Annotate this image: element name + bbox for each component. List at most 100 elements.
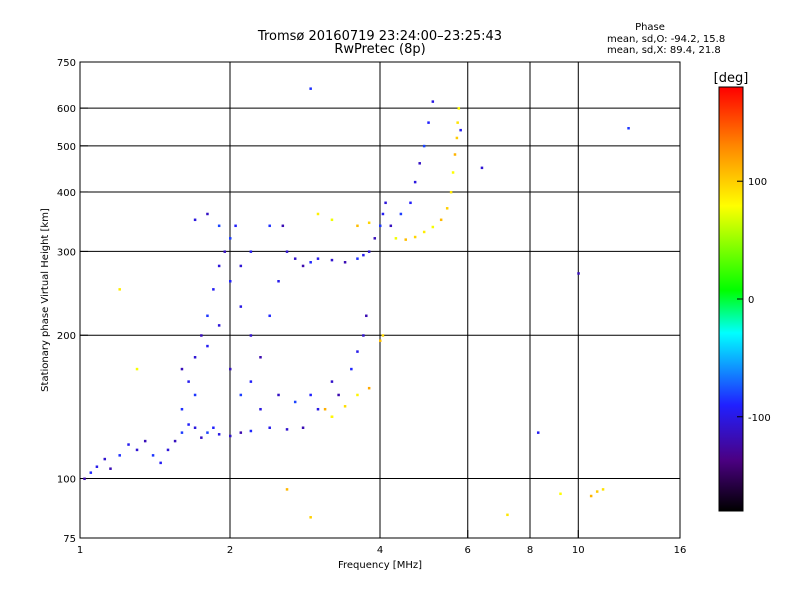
x-mode-point	[330, 218, 334, 222]
o-mode-point	[187, 380, 190, 383]
x-axis-label: Frequency [MHz]	[338, 560, 422, 571]
o-mode-point	[212, 288, 215, 291]
o-mode-point	[95, 465, 99, 468]
x-mode-point	[439, 218, 443, 222]
o-mode-point	[239, 305, 243, 308]
o-mode-point	[350, 367, 353, 371]
o-mode-point	[217, 224, 221, 228]
o-mode-point	[316, 407, 320, 411]
o-mode-point	[249, 380, 253, 383]
o-mode-point	[229, 367, 232, 371]
o-mode-point	[399, 212, 403, 216]
o-mode-point	[285, 250, 289, 253]
y-axis-label: Stationary phase Virtual Height [km]	[40, 208, 51, 392]
x-tick-label: 1	[77, 545, 83, 556]
o-mode-point	[229, 434, 232, 438]
o-mode-point	[459, 128, 462, 132]
x-mode-point	[118, 288, 121, 291]
o-mode-point	[249, 334, 253, 337]
chart-subtitle: RwPretec (8p)	[334, 42, 425, 57]
x-tick-label: 16	[674, 545, 687, 556]
o-mode-point	[234, 224, 237, 228]
o-mode-point	[127, 443, 130, 446]
phase-title: Phase	[635, 22, 665, 33]
o-mode-point	[362, 253, 365, 257]
o-mode-point	[431, 100, 435, 103]
x-mode-point	[309, 516, 312, 519]
x-mode-point	[457, 107, 461, 110]
x-mode-point	[381, 334, 385, 337]
o-mode-point	[223, 250, 227, 253]
o-mode-point	[259, 356, 262, 359]
o-mode-point	[268, 314, 271, 318]
o-mode-point	[217, 264, 221, 268]
x-mode-point	[316, 212, 320, 216]
o-mode-point	[281, 224, 285, 228]
o-mode-point	[249, 429, 253, 433]
x-mode-point	[323, 407, 327, 411]
colorbar-tick-label: 100	[748, 177, 767, 188]
o-mode-point	[118, 454, 121, 457]
o-mode-point	[206, 314, 209, 318]
x-tick-label: 4	[377, 545, 383, 556]
o-mode-point	[180, 431, 184, 434]
x-mode-point	[456, 121, 459, 124]
o-mode-point	[316, 257, 320, 260]
o-mode-point	[309, 87, 312, 90]
o-mode-point	[239, 264, 243, 268]
o-mode-point	[239, 393, 243, 397]
o-mode-point	[373, 237, 377, 240]
y-tick-label: 300	[57, 247, 76, 258]
x-mode-point	[453, 153, 457, 156]
o-mode-point	[301, 264, 305, 268]
o-mode-point	[193, 393, 197, 397]
o-mode-point	[173, 439, 177, 443]
o-mode-point	[109, 467, 112, 470]
o-mode-point	[330, 380, 334, 383]
o-mode-point	[166, 448, 170, 452]
o-mode-point	[627, 127, 630, 130]
o-mode-point	[422, 144, 426, 148]
x-mode-point	[343, 405, 347, 408]
o-mode-point	[151, 454, 155, 457]
o-mode-point	[249, 250, 253, 253]
plot-area: 1 2 4 6 8 10 16 75 100 200 300 400 500 600 750	[57, 58, 686, 556]
x-tick-label: 6	[465, 545, 471, 556]
colorbar-label: [deg]	[714, 71, 749, 86]
o-mode-point	[143, 439, 147, 443]
o-mode-point	[330, 258, 334, 262]
o-mode-point	[217, 433, 221, 436]
x-mode-point	[330, 415, 334, 418]
o-mode-point	[389, 224, 393, 228]
x-mode-point	[422, 230, 426, 234]
o-mode-point	[180, 367, 184, 371]
x-mode-point	[506, 513, 509, 517]
x-mode-point	[601, 488, 605, 491]
x-mode-point	[595, 490, 599, 493]
o-mode-point	[356, 350, 359, 353]
o-mode-point	[365, 314, 368, 318]
y-tick-label: 400	[57, 188, 76, 199]
o-mode-point	[217, 324, 221, 327]
x-mode-point	[379, 339, 382, 342]
o-mode-point	[239, 431, 243, 434]
o-mode-point	[293, 400, 297, 404]
o-mode-point	[259, 407, 262, 411]
phase-line-o: mean, sd,O: -94.2, 15.8	[607, 34, 725, 45]
o-mode-point	[409, 201, 412, 205]
phase-line-x: mean, sd,X: 89.4, 21.8	[607, 45, 721, 56]
x-mode-point	[559, 492, 562, 496]
o-mode-point	[367, 250, 371, 253]
y-tick-label: 500	[57, 142, 76, 153]
o-mode-point	[83, 477, 86, 481]
x-mode-point	[449, 190, 453, 194]
x-mode-point	[404, 238, 407, 241]
y-tick-label: 600	[57, 104, 76, 115]
x-mode-point	[367, 221, 371, 225]
o-mode-point	[180, 407, 184, 411]
colorbar-tick-label: 0	[748, 295, 754, 306]
o-mode-point	[337, 393, 340, 397]
o-mode-point	[309, 393, 312, 397]
o-mode-point	[159, 461, 162, 465]
